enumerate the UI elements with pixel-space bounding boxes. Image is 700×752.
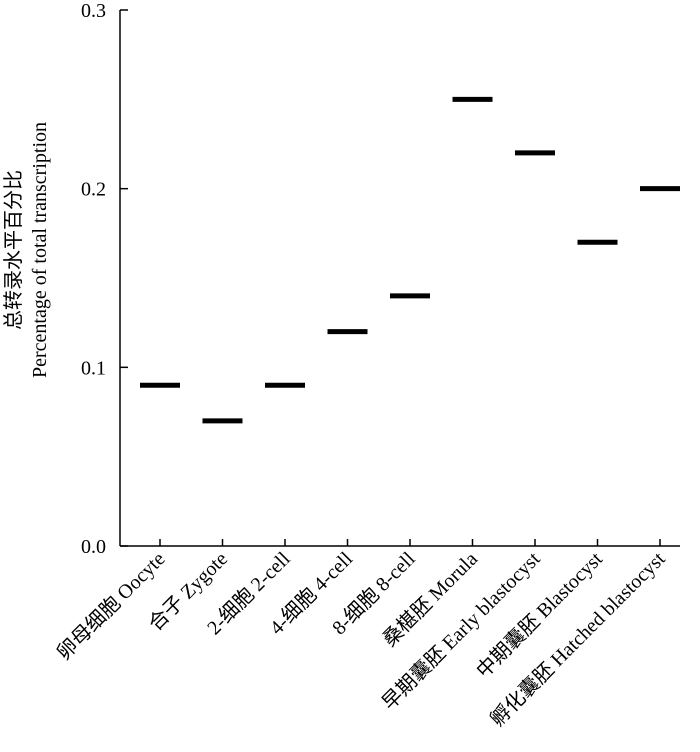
- y-tick-label-3: 0.3: [81, 0, 106, 22]
- y-axis: 0.0 0.1 0.2 0.3: [81, 0, 128, 558]
- data-marks: [140, 96, 680, 424]
- y-axis-title-cn: 总转录水平百分比: [2, 170, 25, 330]
- y-tick-label-2: 0.2: [81, 179, 106, 201]
- y-axis-title: 总转录水平百分比 Percentage of total transcripti…: [2, 122, 51, 378]
- y-tick-label-1: 0.1: [81, 357, 106, 379]
- y-tick-label-0: 0.0: [81, 536, 106, 558]
- y-axis-title-en: Percentage of total transcription: [29, 122, 51, 378]
- x-tick-label-0: 卵母细胞 Oocyte: [52, 547, 169, 664]
- y-ticks: 0.0 0.1 0.2 0.3: [81, 0, 128, 558]
